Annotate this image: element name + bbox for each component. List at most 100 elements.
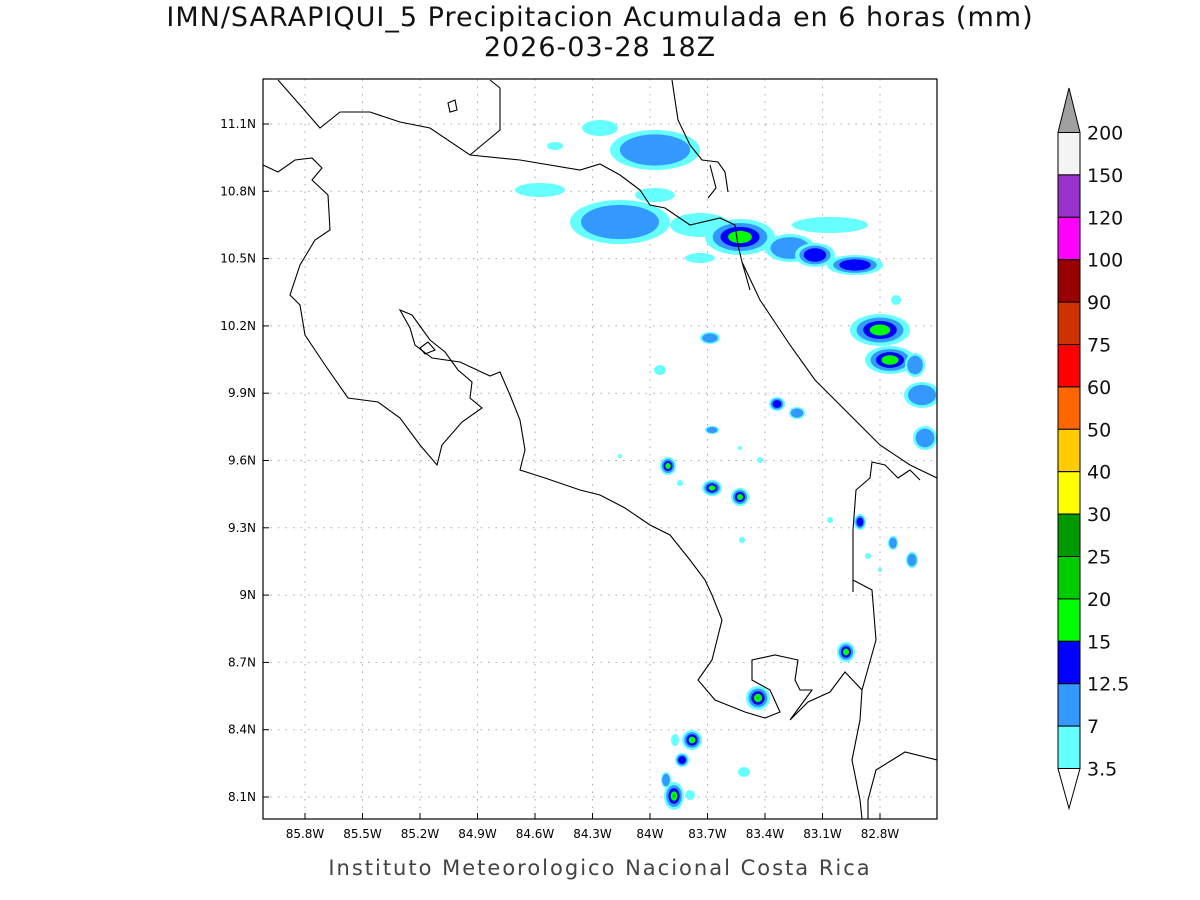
- precip-contour: [678, 756, 686, 764]
- coastlines: [263, 79, 937, 819]
- lat-tick-label: 9.3N: [228, 521, 256, 535]
- northern-border: [469, 154, 751, 291]
- lon-tick-label: 84.9W: [458, 827, 497, 841]
- precip-contour: [672, 794, 676, 798]
- precip-contour: [907, 384, 937, 406]
- precip-contour: [907, 355, 923, 375]
- caribbean-coast: [741, 261, 937, 479]
- precip-contour: [878, 568, 882, 572]
- precip-contour: [891, 295, 901, 305]
- colorbar-swatch: [1057, 725, 1081, 769]
- colorbar-swatch: [1057, 556, 1081, 600]
- precip-contour: [856, 517, 864, 527]
- colorbar-level-label: 40: [1087, 462, 1111, 484]
- footer-credit: Instituto Meteorologico Nacional Costa R…: [328, 856, 872, 880]
- colorbar-swatch: [1057, 301, 1081, 346]
- colorbar-swatch: [1057, 344, 1081, 388]
- colorbar-over-triangle: [1057, 87, 1081, 133]
- precip-contour: [662, 773, 670, 787]
- map-frame: [262, 78, 938, 820]
- precip-contour: [665, 462, 671, 470]
- colorbar-level-label: 100: [1087, 250, 1123, 272]
- precip-contour: [790, 408, 804, 418]
- colorbar-swatch: [1057, 513, 1081, 557]
- colorbar-swatch: [1057, 471, 1081, 515]
- precip-contour: [869, 324, 891, 336]
- precip-contour: [635, 188, 675, 202]
- nicaragua-border: [277, 79, 501, 156]
- precip-contour: [619, 134, 691, 166]
- precip-contour: [685, 790, 695, 800]
- lake-islands: [419, 99, 458, 355]
- lat-tick-label: 10.2N: [220, 319, 256, 333]
- precip-contour: [618, 454, 622, 458]
- precip-contour: [792, 217, 868, 233]
- precip-contour: [547, 142, 563, 150]
- precip-contour: [772, 400, 782, 408]
- map-title: IMN/SARAPIQUI_5 Precipitacion Acumulada …: [166, 2, 1034, 33]
- graticule: [263, 79, 937, 819]
- map-subtitle: 2026-03-28 18Z: [483, 32, 717, 63]
- precip-contour: [685, 253, 715, 263]
- colorbar-level-label: 15: [1087, 631, 1111, 653]
- lon-tick-label: 84W: [636, 827, 663, 841]
- precip-contour: [865, 553, 871, 559]
- precip-contour: [907, 553, 917, 567]
- colorbar-level-label: 50: [1087, 419, 1111, 441]
- precip-contour: [842, 648, 850, 656]
- colorbar-swatch: [1057, 598, 1081, 642]
- precip-contour: [738, 446, 742, 450]
- precip-contour: [736, 493, 744, 501]
- precip-contour: [881, 355, 899, 365]
- colorbar-swatch: [1057, 132, 1081, 176]
- precip-contour: [515, 183, 565, 197]
- precip-contour: [708, 485, 716, 491]
- axis-labels: 85.8W 85.5W 85.2W 84.9W 84.6W 84.3W 84W 83.7W 83…: [220, 117, 899, 841]
- pacific-coast: [263, 157, 937, 819]
- colorbar-swatch: [1057, 386, 1081, 430]
- lon-tick-label: 83.4W: [746, 827, 785, 841]
- nicaragua-caribbean-coast: [671, 79, 729, 199]
- colorbar-swatch: [1057, 259, 1081, 303]
- lat-tick-label: 9N: [239, 588, 256, 602]
- colorbar-level-label: 25: [1087, 547, 1111, 569]
- colorbar-level-label: 200: [1087, 123, 1123, 145]
- lat-tick-label: 8.4N: [228, 723, 256, 737]
- colorbar-level-label: 150: [1087, 165, 1123, 187]
- lon-tick-label: 85.5W: [343, 827, 382, 841]
- colorbar-level-label: 3.5: [1087, 759, 1117, 781]
- precip-contour: [706, 426, 718, 434]
- precip-contour: [654, 365, 666, 375]
- colorbar-under-triangle: [1057, 768, 1081, 811]
- precip-contour: [582, 120, 618, 136]
- precip-contour: [739, 537, 745, 543]
- lat-tick-label: 9.9N: [228, 386, 256, 400]
- precip-contour: [915, 428, 935, 448]
- colorbar-swatch: [1057, 683, 1081, 727]
- precip-contour: [889, 537, 897, 549]
- precip-contour: [728, 230, 752, 244]
- precip-contour: [702, 333, 718, 343]
- precip-contour: [839, 259, 871, 271]
- colorbar-level-label: 75: [1087, 335, 1111, 357]
- precip-contour: [827, 517, 833, 523]
- colorbar-legend: 3.5 7 12.5 15 20 25 30 40 50 60 75 90 100 120 150 200: [1057, 87, 1129, 811]
- colorbar-swatch: [1057, 174, 1081, 218]
- lon-tick-label: 84.6W: [516, 827, 555, 841]
- lon-tick-label: 83.1W: [803, 827, 842, 841]
- panama-border: [852, 461, 921, 691]
- precip-contour: [677, 480, 683, 486]
- colorbar-level-label: 60: [1087, 377, 1111, 399]
- colorbar-level-label: 120: [1087, 207, 1123, 229]
- lon-tick-label: 82.8W: [861, 827, 900, 841]
- lat-tick-label: 9.6N: [228, 454, 256, 468]
- colorbar-swatch: [1057, 428, 1081, 473]
- lat-tick-label: 10.8N: [220, 184, 256, 198]
- precip-contour: [671, 734, 679, 746]
- lon-tick-label: 85.2W: [401, 827, 440, 841]
- lon-tick-label: 84.3W: [573, 827, 612, 841]
- colorbar-level-label: 30: [1087, 504, 1111, 526]
- precip-contour: [581, 204, 659, 240]
